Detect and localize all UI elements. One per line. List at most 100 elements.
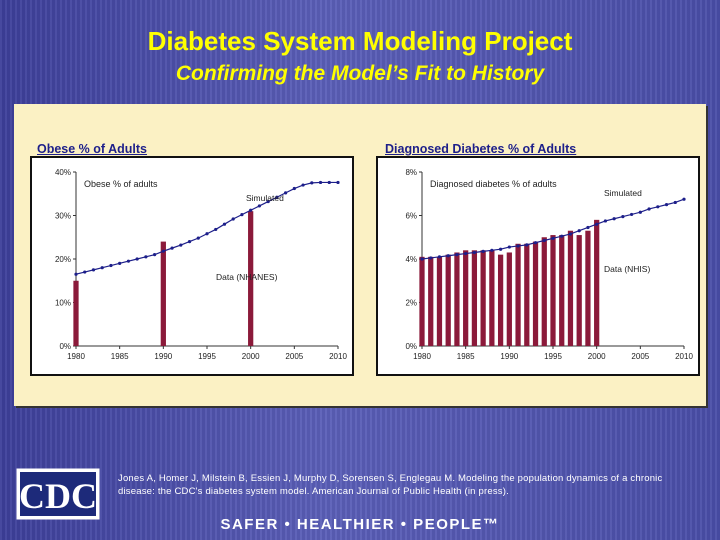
diabetes-chart-label: Diagnosed Diabetes % of Adults (385, 142, 577, 156)
data-bar (248, 211, 254, 346)
citation-text: Jones A, Homer J, Milstein B, Essien J, … (118, 473, 663, 497)
simulated-point (109, 263, 113, 268)
simulated-point (170, 246, 174, 250)
simulated-point (118, 261, 122, 265)
data-bar (471, 250, 478, 346)
obesity-chart: 0% 10% 20% 30% 40% 1980 1985 1990 1995 2000 2005 20… (30, 156, 354, 376)
simulated-annotation: Simulated (604, 188, 642, 198)
simulated-point (292, 186, 296, 191)
y-tick-label: 2% (405, 299, 417, 308)
simulated-point (179, 243, 183, 247)
inner-chart-title: Obese % of adults (84, 179, 158, 189)
obesity-chart-label: Obese % of Adults (37, 142, 147, 156)
data-bar (160, 241, 166, 346)
simulated-point (187, 240, 192, 244)
simulated-point (682, 197, 686, 201)
y-tick-label: 10% (55, 299, 71, 308)
simulated-point (266, 199, 270, 204)
x-tick-label: 1995 (198, 352, 216, 361)
simulated-point (161, 249, 165, 253)
simulated-point (481, 249, 485, 253)
simulated-point (327, 180, 331, 185)
cdc-logo-text: CDC (19, 476, 97, 516)
data-bar (480, 250, 486, 346)
data-bar (73, 280, 79, 346)
simulated-point (612, 217, 616, 221)
simulated-point (437, 255, 442, 259)
simulated-point (499, 247, 503, 251)
x-tick-label: 2005 (285, 352, 303, 361)
simulated-point (656, 205, 660, 209)
diabetes-chart: 0% 2% 4% 6% 8% 1980 1985 1990 1995 2000 2005 2010 Di… (376, 156, 700, 376)
data-bar (594, 219, 600, 346)
data-bar (428, 256, 434, 346)
simulated-point (153, 253, 157, 257)
data-bar (559, 235, 565, 346)
data-bar (497, 254, 504, 346)
x-tick-label: 1995 (544, 352, 562, 361)
slide-subtitle: Confirming the Model’s Fit to History (175, 62, 545, 85)
simulated-point (301, 183, 305, 187)
y-tick-label: 40% (55, 168, 71, 177)
simulated-point (275, 195, 279, 199)
simulated-point (231, 217, 235, 221)
simulated-point (336, 180, 340, 185)
simulated-point (490, 248, 494, 252)
x-tick-label: 2010 (675, 352, 693, 361)
simulated-point (630, 212, 634, 217)
obesity-chart-svg: 0% 10% 20% 30% 40% 1980 1985 1990 1995 2000 2005 20… (55, 168, 347, 361)
simulated-point (595, 222, 599, 226)
data-bar (585, 230, 591, 346)
simulated-point (638, 210, 642, 214)
simulated-point (647, 207, 651, 211)
data-bar (445, 254, 451, 346)
simulated-point (446, 254, 450, 258)
simulated-point (533, 241, 538, 245)
x-tick-label: 1990 (154, 352, 172, 361)
simulated-point (144, 255, 148, 259)
simulated-point (100, 266, 104, 270)
data-bar (463, 250, 469, 346)
simulated-point (257, 204, 261, 208)
simulated-point (577, 229, 581, 233)
simulated-point (664, 203, 669, 207)
simulated-point (249, 208, 253, 212)
data-bar (576, 235, 582, 346)
simulated-point (135, 257, 139, 261)
simulated-point (222, 222, 227, 226)
simulated-point (205, 232, 209, 236)
x-tick-label: 1985 (457, 352, 475, 361)
y-tick-label: 6% (405, 212, 417, 221)
y-tick-label: 20% (55, 255, 71, 264)
data-bar (436, 256, 443, 346)
data-bar (532, 241, 539, 346)
simulated-point (472, 250, 476, 255)
simulated-point (126, 259, 130, 263)
data-bar (515, 243, 521, 346)
data-bar (524, 243, 530, 346)
y-tick-label: 0% (59, 342, 71, 351)
data-annotation: Data (NHANES) (216, 272, 278, 282)
simulated-point (621, 214, 625, 219)
simulated-point (542, 238, 546, 243)
simulated-point (214, 227, 218, 232)
simulated-point (560, 234, 564, 238)
y-tick-label: 8% (405, 168, 417, 177)
x-tick-label: 2000 (242, 352, 260, 361)
x-tick-label: 1990 (500, 352, 518, 361)
data-annotation: Data (NHIS) (604, 264, 650, 274)
data-bar (419, 256, 425, 346)
data-bar (541, 237, 547, 346)
simulated-point (196, 236, 200, 240)
diabetes-chart-svg: 0% 2% 4% 6% 8% 1980 1985 1990 1995 2000 2005 2010 Di… (405, 168, 693, 361)
x-tick-label: 2005 (631, 352, 649, 361)
footer-tagline: SAFER • HEALTHIER • PEOPLE™ (220, 516, 500, 533)
simulated-point (318, 180, 323, 185)
x-tick-label: 1980 (413, 352, 431, 361)
data-bar (506, 252, 512, 346)
simulated-point (455, 253, 459, 257)
data-bar (454, 252, 460, 346)
simulated-point (586, 225, 590, 230)
simulated-point (429, 256, 433, 260)
simulated-point (74, 272, 78, 276)
